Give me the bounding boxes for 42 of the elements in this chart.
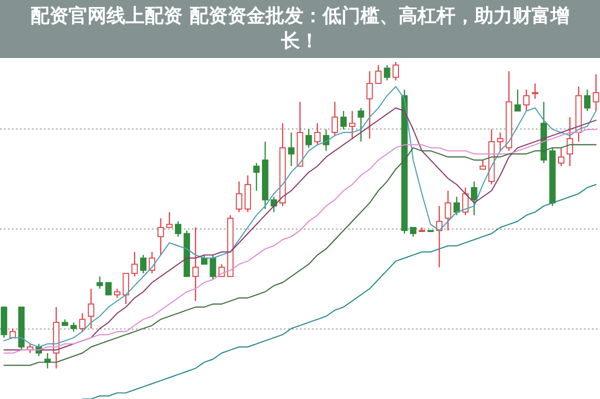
candlestick bbox=[566, 116, 574, 167]
candlestick bbox=[253, 162, 260, 192]
chart-title: 配资官网线上配资 配资资金批发：低门槛、高杠杆，助力财富增长！ bbox=[30, 4, 570, 54]
candlestick bbox=[349, 110, 356, 140]
candlestick bbox=[532, 82, 538, 100]
candlestick bbox=[523, 88, 530, 112]
candlestick bbox=[462, 187, 469, 216]
candlestick bbox=[166, 212, 173, 228]
candlestick bbox=[592, 74, 600, 112]
candlestick bbox=[410, 226, 416, 238]
candlestick bbox=[122, 272, 130, 305]
candlestick bbox=[70, 322, 77, 332]
candlestick bbox=[236, 180, 242, 213]
candlestick bbox=[514, 88, 521, 112]
candlestick bbox=[358, 107, 364, 142]
candlestick bbox=[584, 88, 590, 112]
candlestick bbox=[314, 122, 321, 146]
candlestick bbox=[375, 64, 382, 84]
candlestick bbox=[114, 288, 120, 298]
candlestick bbox=[480, 159, 486, 170]
candlestick bbox=[306, 128, 312, 148]
candlestick bbox=[470, 180, 478, 216]
candlestick bbox=[158, 218, 164, 256]
candlestick bbox=[497, 132, 504, 152]
candlestick bbox=[444, 190, 452, 232]
candlestick bbox=[88, 288, 94, 330]
candlestick bbox=[288, 132, 294, 167]
candlestick bbox=[366, 70, 373, 140]
candlestick bbox=[392, 61, 399, 81]
candlestick bbox=[558, 147, 564, 167]
candlestick bbox=[140, 254, 146, 274]
candlestick bbox=[79, 312, 86, 332]
candlestick bbox=[96, 276, 103, 290]
candlestick bbox=[201, 254, 208, 265]
candlestick bbox=[332, 101, 338, 136]
candlestick bbox=[454, 196, 460, 216]
candlestick bbox=[192, 226, 199, 302]
candlestick bbox=[131, 251, 138, 278]
candlestick bbox=[174, 220, 182, 238]
candlestick bbox=[340, 110, 347, 130]
candlestick bbox=[210, 254, 216, 280]
candlestick bbox=[384, 64, 390, 81]
